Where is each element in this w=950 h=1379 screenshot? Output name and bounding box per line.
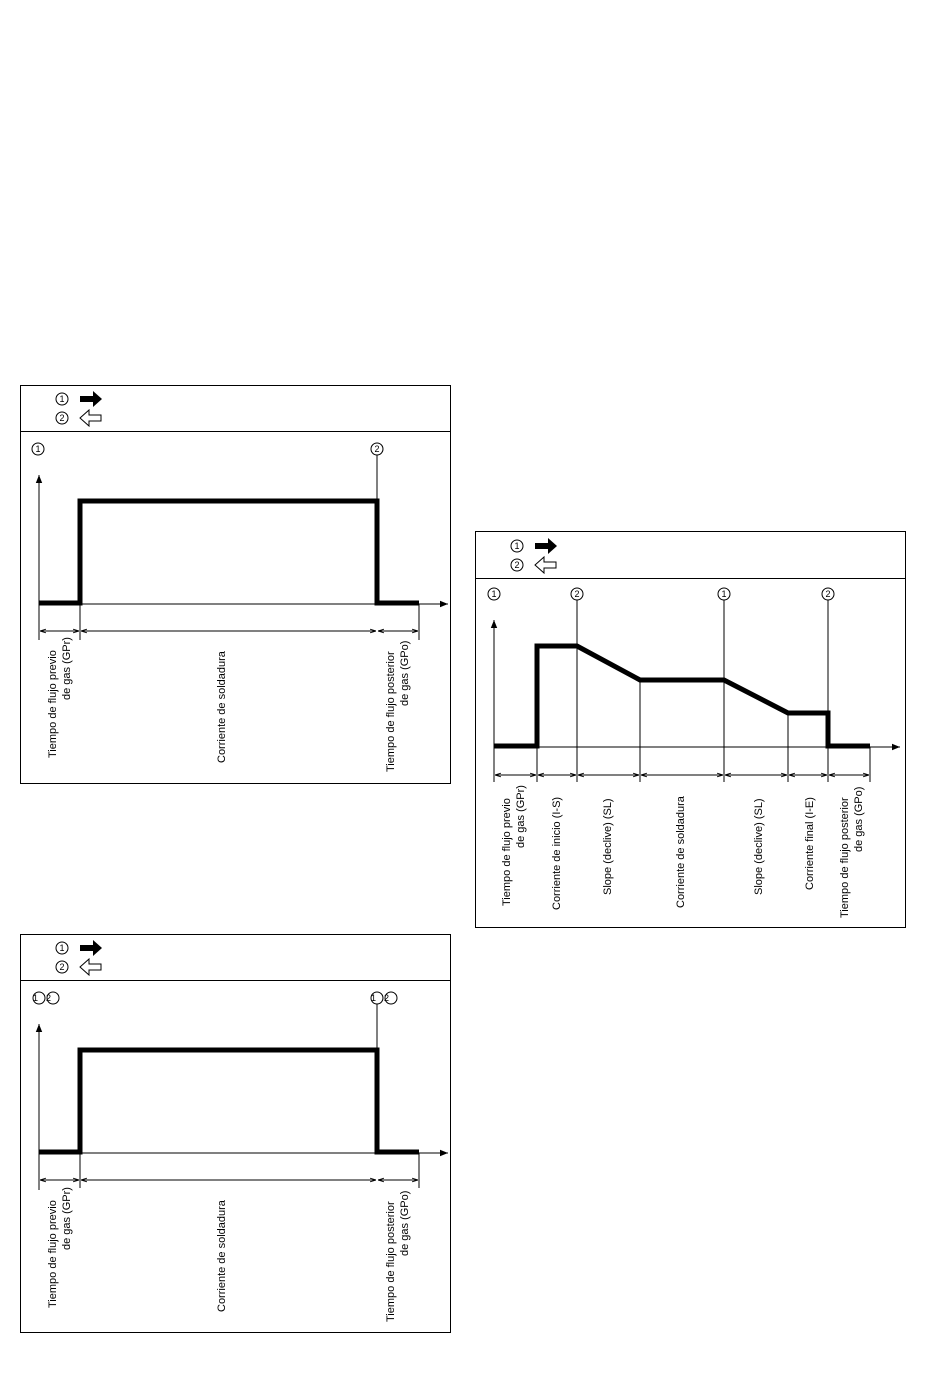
segment-label-gpr: Tiempo de flujo previo de gas (GPr) [47,637,73,758]
segment-label-weld: Corriente de soldadura [675,795,687,908]
marker-1-text: 1 [491,589,496,599]
segment-label-gpo: Tiempo de flujo posterior de gas (GPo) [839,787,865,918]
marker-1-text: 1 [721,589,726,599]
diagram-b: 1 2 1 2 1 2 [475,531,906,928]
legend-marker-2 [510,558,524,572]
segment-label-slope-up: Slope (declive) (SL) [602,798,614,895]
marker-1-2: 12 [32,991,60,1005]
current-waveform [494,643,870,749]
current-waveform [39,498,419,606]
legend-marker-1 [55,392,69,406]
segment-label-weld: Corriente de soldadura [216,1199,228,1312]
legend-marker-2-text: 2 [514,560,519,570]
outline-left-arrow-icon [79,957,102,977]
marker-2-text: 2 [574,589,579,599]
legend-b: 1 2 [510,538,557,575]
svg-text:12: 12 [371,993,397,1003]
outline-left-arrow-icon [534,555,557,575]
diagram-b-frame [475,531,906,928]
solid-right-arrow-icon [80,940,102,956]
marker-2-text: 2 [825,589,830,599]
segment-label-slope-down: Slope (declive) (SL) [753,798,765,895]
segment-label-start-current: Corriente de inicio (I-S) [551,797,563,910]
segment-label-gpr: Tiempo de flujo previo de gas (GPr) [501,785,527,906]
diagram-a: 1 2 1 2 Tiempo de flujo previo de gas (G… [20,385,451,784]
legend-marker-2-text: 2 [59,962,64,972]
legend-marker-1-text: 1 [514,541,519,551]
legend-marker-2 [55,411,69,425]
svg-text:12: 12 [33,993,59,1003]
legend-marker-1-text: 1 [59,394,64,404]
legend-marker-2-text: 2 [59,413,64,423]
diagram-c-frame [20,934,451,1333]
marker-1-text: 1 [35,444,40,454]
marker-1 [487,587,501,601]
solid-right-arrow-icon [80,391,102,407]
marker-2-text: 2 [374,444,379,454]
legend-marker-1 [510,539,524,553]
outline-left-arrow-icon [79,408,102,428]
segment-label-weld: Corriente de soldadura [216,650,228,763]
diagram-a-frame [20,385,451,784]
segment-label-gpo: Tiempo de flujo posterior de gas (GPo) [385,1191,411,1322]
segment-label-gpr: Tiempo de flujo previo de gas (GPr) [47,1187,73,1308]
diagram-c: 1 2 12 12 Tiempo de fl [20,934,451,1333]
legend-marker-1 [55,941,69,955]
segment-label-gpo: Tiempo de flujo posterior de gas (GPo) [385,641,411,772]
solid-right-arrow-icon [535,538,557,554]
legend-a: 1 2 [55,391,102,428]
segment-label-end-current: Corriente final (I-E) [804,797,816,890]
marker-1 [31,442,45,456]
marker-1-2: 12 [370,991,398,1005]
legend-marker-1-text: 1 [59,943,64,953]
legend-c: 1 2 [55,940,102,977]
current-waveform [39,1047,419,1155]
legend-marker-2 [55,960,69,974]
